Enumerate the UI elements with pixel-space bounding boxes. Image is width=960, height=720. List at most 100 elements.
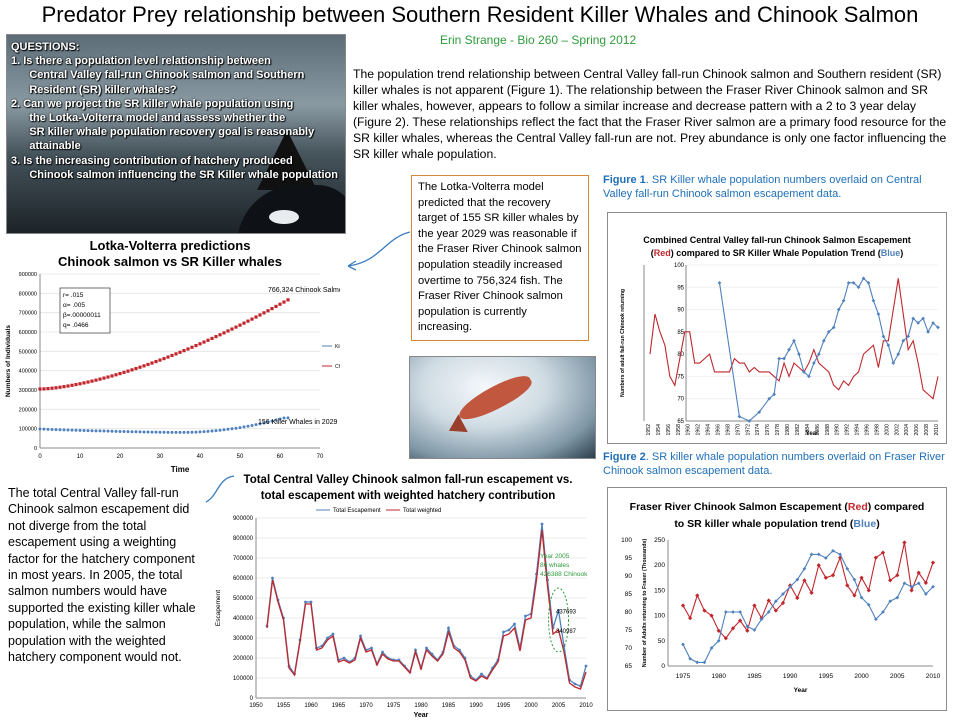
fig1-xtick: 2002 <box>894 424 900 436</box>
fig1-xtick: 2000 <box>884 424 890 436</box>
lv-salmon-point <box>222 331 226 335</box>
lv-ytick: 700000 <box>19 311 37 317</box>
fig2-whale-point <box>816 552 821 557</box>
lv-salmon-point <box>234 325 238 329</box>
lv-ytick: 400000 <box>19 369 37 375</box>
fig1-ytick: 65 <box>677 419 684 425</box>
cv-xtick: 1990 <box>469 703 483 709</box>
lv-ytick: 100000 <box>19 427 37 433</box>
fig2-xtick: 1995 <box>819 673 834 680</box>
fig1-xtick: 1958 <box>676 424 682 436</box>
fig2-salmon-point <box>816 563 821 568</box>
lv-whale-point <box>262 421 266 425</box>
lv-xtick: 10 <box>77 454 84 460</box>
fig2-salmon-point <box>830 573 836 578</box>
lv-subtitle: Chinook salmon vs SR Killer whales <box>58 254 282 269</box>
cv-xtick: 1995 <box>497 703 511 709</box>
lv-whale-point <box>210 429 214 433</box>
cv-ytick: 900000 <box>233 516 254 522</box>
fig1-ytick: 95 <box>677 285 684 291</box>
lv-salmon-point <box>122 370 126 374</box>
lv-whale-point <box>58 428 62 432</box>
lv-whale-point <box>222 428 226 432</box>
fig2-whale-point <box>688 656 692 661</box>
fig2-salmon-point <box>688 615 693 621</box>
lv-salmon-point <box>62 385 66 389</box>
lv-whale-point <box>266 420 270 424</box>
lv-salmon-point <box>74 382 78 387</box>
fig2-title-red: Red <box>848 501 868 513</box>
lv-salmon-point <box>110 374 114 378</box>
fig1-whale-point <box>797 352 801 356</box>
figure-2-chart: Fraser River Chinook Salmon Escapement (… <box>607 487 947 711</box>
lv-param: β=.00000011 <box>63 312 101 319</box>
fig1-xtick: 2008 <box>924 424 930 436</box>
cv-annotation: Year 2005 <box>540 553 570 560</box>
lv-whale-point <box>38 427 42 431</box>
lv-whale-point <box>126 430 130 434</box>
fig1-xtick: 1980 <box>785 424 791 436</box>
cv-ytick: 0 <box>250 696 254 702</box>
question-line: 1. Is there a population level relations… <box>11 55 271 68</box>
fig1-xtick: 1984 <box>805 424 811 436</box>
question-line: 2. Can we project the SR killer whale po… <box>11 97 294 110</box>
cv-xtick: 1975 <box>387 703 401 709</box>
cv-point <box>557 609 560 612</box>
lv-param: α= .005 <box>63 302 85 309</box>
fig1-xtick: 1990 <box>835 424 841 436</box>
lv-whale-point <box>182 430 186 434</box>
fig2-whale-point <box>838 552 842 557</box>
lv-salmon-point <box>90 379 94 383</box>
lv-xtick: 30 <box>157 454 164 460</box>
questions-header: QUESTIONS: <box>11 41 80 53</box>
fig2-salmon-point <box>802 578 807 583</box>
cv-ylabel: Escapement <box>215 590 222 626</box>
fig2-xtick: 1990 <box>783 673 798 680</box>
fig1-whale-point <box>856 285 861 290</box>
lv-xtick: 0 <box>38 454 42 460</box>
fig1-xtick: 1960 <box>686 424 692 436</box>
cv-xtick: 1960 <box>304 703 318 709</box>
fig2-xtick: 2000 <box>854 673 869 680</box>
fig2-ytick-right: 200 <box>654 562 665 569</box>
lv-xtick: 70 <box>317 454 324 460</box>
lv-salmon-point <box>286 298 290 302</box>
lv-whale-point <box>110 429 114 433</box>
lv-salmon-point <box>278 302 282 306</box>
lv-whale-point <box>114 429 118 433</box>
lv-salmon-point <box>190 345 194 349</box>
lv-whale-point <box>198 430 202 434</box>
fig2-salmon-point <box>716 628 721 633</box>
lv-whale-point <box>98 429 102 433</box>
fig2-whale-line <box>682 550 934 663</box>
fig2-salmon-point <box>680 603 686 608</box>
fig2-ytick-left: 85 <box>625 591 633 598</box>
fig2-whale-point <box>695 660 700 665</box>
fig2-salmon-point <box>888 578 893 583</box>
lv-salmon-point <box>58 385 62 389</box>
fig2-ytick-right: 0 <box>661 663 665 670</box>
lv-salmon-point <box>78 382 82 386</box>
fig2-whale-point <box>738 610 742 614</box>
fig2-whale-point <box>745 624 750 629</box>
lv-whale-point <box>158 430 162 434</box>
callout-arrow <box>347 231 411 271</box>
fig1-xtick: 1996 <box>864 424 870 436</box>
figure-2-text: . SR killer whale population numbers ove… <box>603 451 945 477</box>
lv-whale-point <box>62 428 66 432</box>
fig2-salmon-point <box>773 608 778 613</box>
lv-salmon-point <box>214 335 218 339</box>
fig1-whale-point <box>886 343 891 348</box>
lv-salmon-point <box>50 386 54 390</box>
lv-whale-point <box>190 430 194 434</box>
figure-1-caption: Figure 1. SR Killer whale population num… <box>603 174 953 201</box>
lv-whale-point <box>286 416 290 420</box>
fig1-xtick: 1982 <box>795 424 801 436</box>
fig1-xtick: 2006 <box>914 424 920 436</box>
lv-salmon-point <box>66 384 70 388</box>
fig1-title: Combined Central Valley fall-run Chinook… <box>643 235 911 245</box>
lv-whale-point <box>122 430 126 434</box>
lv-ytick: 300000 <box>19 388 37 394</box>
lv-salmon-point <box>174 352 178 356</box>
lv-salmon-point <box>242 321 246 325</box>
